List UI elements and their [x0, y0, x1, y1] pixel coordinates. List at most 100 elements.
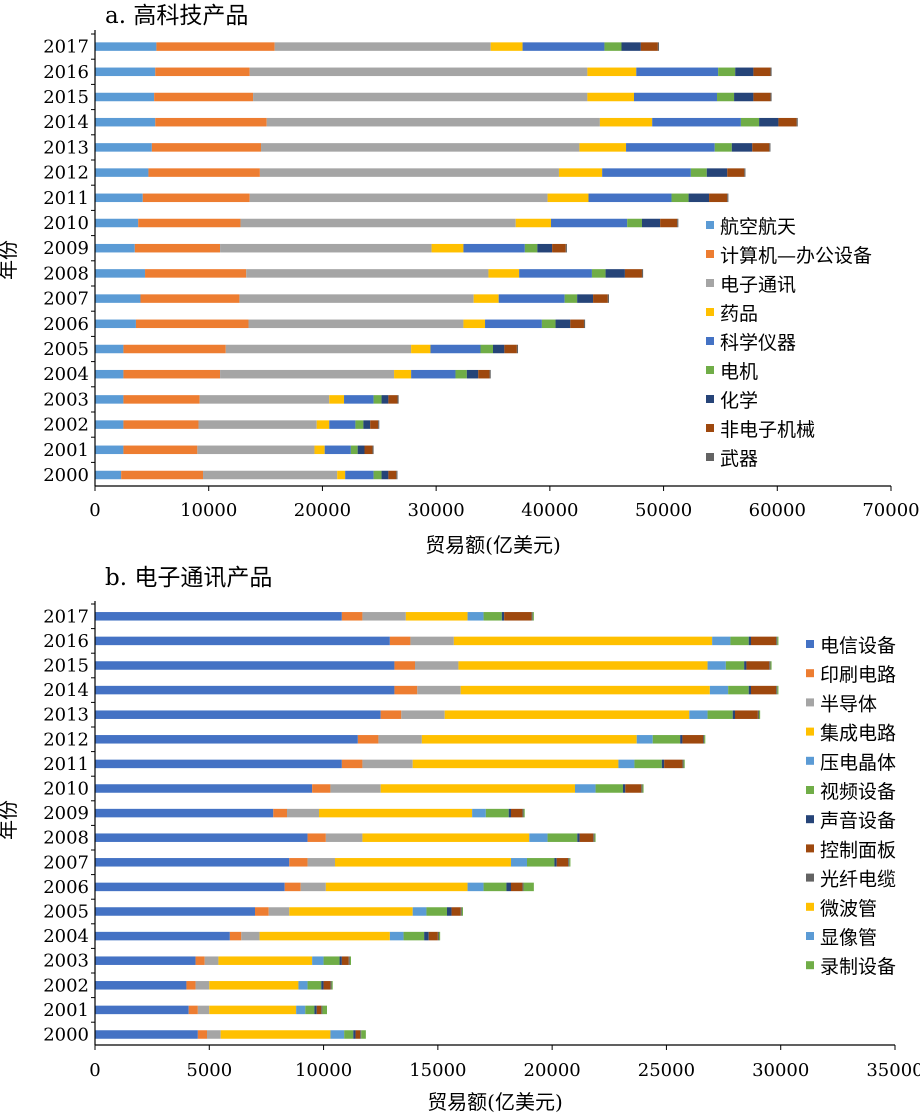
- bar-segment: [341, 956, 349, 965]
- bar-segment: [437, 931, 439, 941]
- y-tick-label: 2014: [43, 680, 89, 701]
- bar-segment: [555, 319, 571, 329]
- bar-segment: [321, 1005, 323, 1015]
- bar-segment: [394, 661, 415, 670]
- bar-segment: [357, 735, 379, 744]
- bar-segment: [388, 395, 398, 404]
- legend-label: 压电晶体: [820, 752, 896, 774]
- legend-swatch: [806, 786, 814, 794]
- bar-segment: [95, 168, 149, 177]
- bar-segment: [504, 344, 517, 354]
- bar-segment: [151, 143, 262, 152]
- bar-segment: [362, 612, 406, 621]
- bar-segment: [751, 685, 777, 695]
- y-tick-label: 2010: [43, 779, 89, 800]
- bar-segment: [95, 143, 152, 152]
- bar-segment: [415, 661, 459, 670]
- bar-segment: [330, 1030, 345, 1039]
- bar-segment: [411, 344, 431, 354]
- bar-segment: [198, 420, 317, 429]
- bar-segment: [556, 858, 569, 867]
- bar-segment: [564, 294, 578, 303]
- x-axis-title: 贸易额(亿美元): [427, 1090, 563, 1114]
- legend-label: 半导体: [820, 693, 877, 715]
- bar-segment: [641, 784, 643, 793]
- bar-segment: [220, 243, 432, 253]
- bar-segment: [135, 319, 249, 329]
- bar-segment: [248, 319, 464, 329]
- bar-segment: [138, 218, 241, 228]
- y-tick-label: 2002: [43, 975, 89, 996]
- bar-segment: [95, 294, 141, 303]
- bar-segment: [489, 369, 491, 379]
- bar-segment: [641, 269, 644, 278]
- bar-segment: [660, 218, 678, 228]
- bar-segment: [523, 882, 534, 892]
- bar-segment: [220, 1030, 331, 1039]
- bar-segment: [748, 685, 751, 695]
- y-tick-label: 2013: [43, 705, 89, 726]
- bar-segment: [587, 92, 635, 102]
- bar-segment: [253, 92, 588, 102]
- bar-segment: [95, 92, 155, 102]
- bar-segment: [360, 1030, 362, 1039]
- chart-panel-a: a. 高科技产品 2017 2016 2015 2014 2013 2012 2011 2010…: [0, 3, 920, 557]
- bar-segment: [458, 661, 708, 670]
- legend-swatch: [706, 337, 714, 345]
- x-tick-label: 10000: [180, 500, 237, 521]
- bar-segment: [430, 344, 481, 354]
- bar-segment: [380, 710, 402, 719]
- legend-label: 印刷电路: [820, 664, 896, 686]
- bar-segment: [259, 168, 559, 177]
- bar-segment: [523, 808, 525, 818]
- bar-segment: [380, 784, 575, 793]
- bar-segment: [268, 907, 290, 916]
- legend-swatch: [806, 756, 814, 765]
- bar-segment: [199, 395, 330, 404]
- legend-label: 非电子机械: [720, 419, 815, 441]
- bar-segment: [220, 369, 395, 379]
- bar-segment: [394, 685, 418, 695]
- bar-segment: [431, 243, 464, 253]
- bar-segment: [241, 931, 260, 941]
- bar-segment: [95, 808, 274, 818]
- x-tick-label: 50000: [635, 500, 692, 521]
- legend-label: 声音设备: [820, 810, 896, 832]
- legend-swatch: [706, 395, 714, 403]
- bar-segment: [607, 294, 609, 303]
- y-tick-label: 2007: [43, 289, 89, 310]
- y-tick-label: 2007: [43, 852, 89, 873]
- legend-label: 计算机—办公设备: [720, 245, 872, 267]
- bar-segment: [284, 882, 301, 892]
- x-tick-label: 70000: [862, 500, 919, 521]
- bar-segment: [394, 369, 412, 379]
- bar-segment: [591, 269, 606, 278]
- bar-segment: [624, 269, 642, 278]
- legend-swatch: [706, 250, 714, 258]
- bar-segment: [522, 882, 524, 892]
- bar-segment: [95, 735, 358, 744]
- bar-segment: [621, 42, 641, 51]
- bar-segment: [353, 1030, 356, 1039]
- bar-segment: [372, 445, 374, 455]
- x-tick-label: 20000: [524, 1060, 581, 1081]
- y-tick-label: 2006: [43, 314, 89, 335]
- bar-segment: [312, 956, 324, 965]
- bar-segment: [493, 344, 505, 354]
- bar-segment: [426, 907, 447, 916]
- bar-segment: [322, 1005, 327, 1015]
- bar-segment: [363, 420, 371, 429]
- bar-segment: [203, 470, 338, 480]
- bar-segment: [703, 735, 705, 744]
- legend-label: 视频设备: [820, 781, 896, 803]
- bar-segment: [714, 143, 732, 152]
- chart-panel-b: b. 电子通讯产品 2017 2016 2015 2014 2013 2012 2011 201…: [0, 565, 920, 1114]
- legend-label: 集成电路: [820, 723, 896, 745]
- bar-segment: [364, 445, 373, 455]
- bar-segment: [752, 143, 770, 152]
- bar-segment: [753, 92, 771, 102]
- bar-segment: [300, 882, 326, 892]
- bar-segment: [397, 395, 399, 404]
- bar-segment: [339, 956, 342, 965]
